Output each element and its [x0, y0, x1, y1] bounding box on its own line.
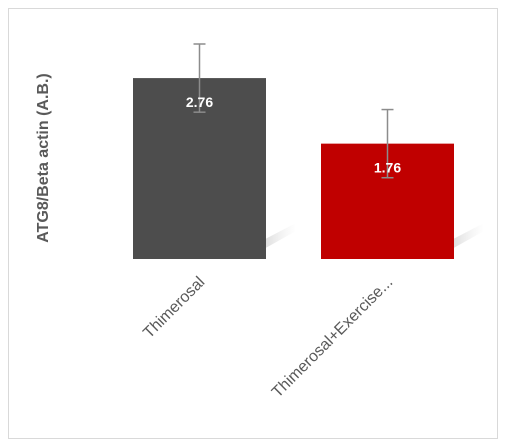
- y-axis-label: ATG8/Beta actin (A.B.): [35, 73, 52, 243]
- x-tick-label-1: Thimerosal: [140, 274, 208, 342]
- x-tick-label-2: Thimerosal+Exercise...: [269, 274, 396, 401]
- data-label-1: 2.76: [186, 94, 213, 110]
- data-label-2: 1.76: [374, 160, 401, 176]
